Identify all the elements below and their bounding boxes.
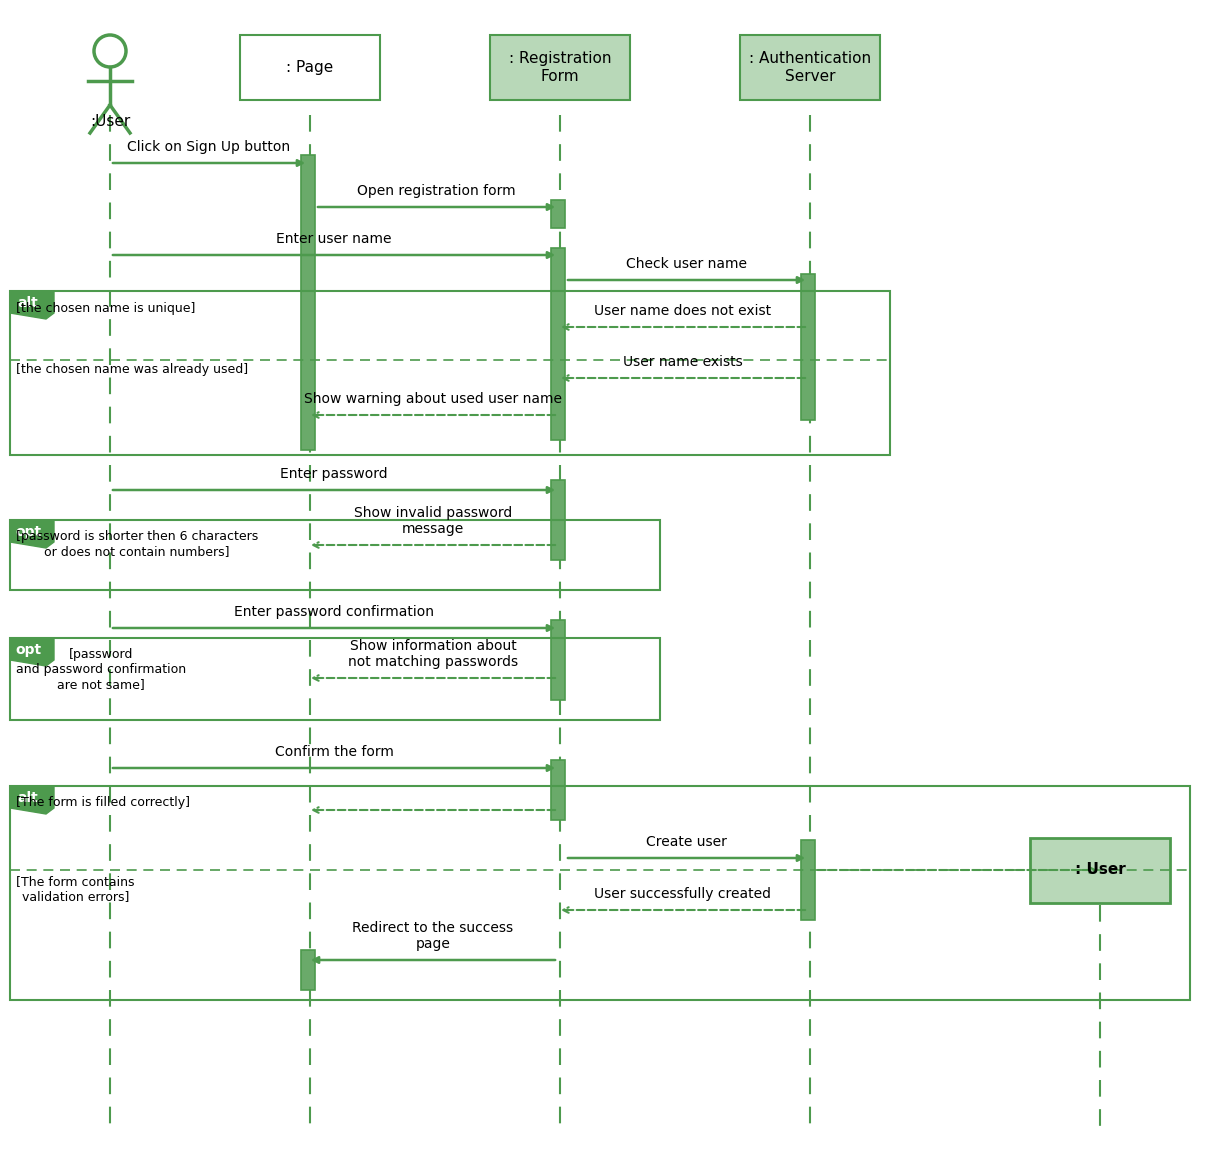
Bar xyxy=(301,950,315,990)
Text: : User: : User xyxy=(1075,863,1126,878)
Text: [password
and password confirmation
are not same]: [password and password confirmation are … xyxy=(16,648,186,691)
Text: Enter password confirmation: Enter password confirmation xyxy=(234,604,434,620)
Text: User name exists: User name exists xyxy=(623,356,742,369)
Text: User successfully created: User successfully created xyxy=(594,887,771,901)
Text: [The form contains
validation errors]: [The form contains validation errors] xyxy=(16,875,135,903)
Text: : Page: : Page xyxy=(286,60,334,75)
Text: alt: alt xyxy=(18,296,39,310)
Text: Show invalid password
message: Show invalid password message xyxy=(354,506,512,536)
Text: Confirm the form: Confirm the form xyxy=(274,745,393,758)
Bar xyxy=(10,291,890,455)
Text: opt: opt xyxy=(15,643,41,657)
Text: Enter password: Enter password xyxy=(280,467,388,481)
Text: [The form is filled correctly]: [The form is filled correctly] xyxy=(16,796,190,809)
Bar xyxy=(10,638,660,720)
Bar xyxy=(551,481,565,560)
Text: opt: opt xyxy=(15,525,41,538)
Bar xyxy=(551,248,565,440)
Bar xyxy=(240,35,380,100)
Text: Click on Sign Up button: Click on Sign Up button xyxy=(127,140,291,154)
Bar xyxy=(551,620,565,699)
Polygon shape xyxy=(10,638,55,666)
Bar xyxy=(301,155,315,450)
Bar xyxy=(551,200,565,228)
Text: [the chosen name is unique]: [the chosen name is unique] xyxy=(16,302,195,315)
Text: Show warning about used user name: Show warning about used user name xyxy=(304,393,562,406)
Text: :User: :User xyxy=(90,113,130,129)
Text: [password is shorter then 6 characters
or does not contain numbers]: [password is shorter then 6 characters o… xyxy=(16,530,258,558)
Bar xyxy=(1030,837,1171,902)
Text: alt: alt xyxy=(18,791,39,805)
Text: Enter user name: Enter user name xyxy=(277,232,392,245)
Text: Create user: Create user xyxy=(647,835,727,849)
Text: Check user name: Check user name xyxy=(626,257,747,271)
Text: Open registration form: Open registration form xyxy=(357,184,516,198)
Text: Show information about
not matching passwords: Show information about not matching pass… xyxy=(348,639,518,669)
Bar xyxy=(551,760,565,820)
Bar xyxy=(10,786,1190,1001)
Text: Redirect to the success
page: Redirect to the success page xyxy=(353,921,513,951)
Text: User name does not exist: User name does not exist xyxy=(594,305,771,318)
Text: [the chosen name was already used]: [the chosen name was already used] xyxy=(16,362,249,376)
Bar xyxy=(10,520,660,589)
Bar xyxy=(740,35,879,100)
Polygon shape xyxy=(10,520,55,548)
Text: : Authentication
Server: : Authentication Server xyxy=(748,51,871,83)
Bar xyxy=(801,274,815,420)
Polygon shape xyxy=(10,291,55,318)
Polygon shape xyxy=(10,786,55,814)
Bar xyxy=(490,35,630,100)
Bar xyxy=(801,840,815,919)
Text: : Registration
Form: : Registration Form xyxy=(508,51,611,83)
